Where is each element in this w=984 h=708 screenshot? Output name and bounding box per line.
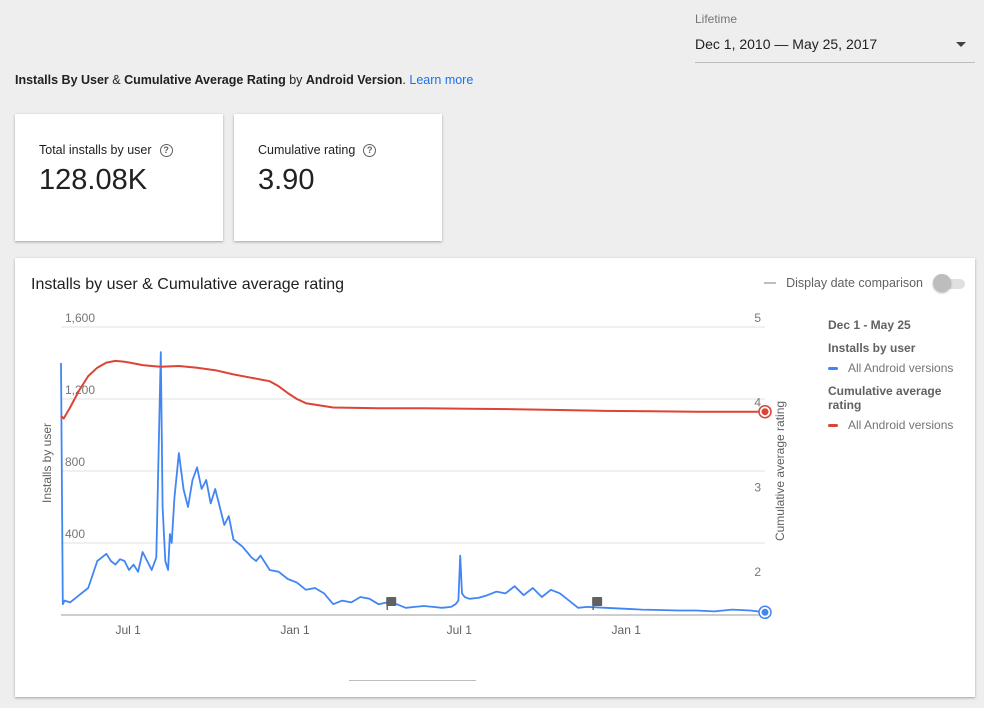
report-title-part2: Cumulative Average Rating	[124, 73, 286, 87]
report-title-sep1: &	[108, 73, 125, 87]
installs-endpoint-dot	[761, 608, 769, 616]
help-icon[interactable]: ?	[159, 143, 173, 157]
report-title-part1: Installs By User	[15, 73, 109, 87]
rating-endpoint-dot	[761, 408, 769, 416]
y-axis-left-label: Installs by user	[40, 423, 54, 503]
report-title-sep2: by	[285, 73, 306, 87]
legend-swatch-blue	[828, 366, 838, 370]
date-comparison-label: Display date comparison	[786, 276, 923, 290]
chart-title: Installs by user & Cumulative average ra…	[31, 276, 345, 293]
date-range-selector[interactable]: Lifetime Dec 1, 2010 — May 25, 2017	[695, 12, 975, 63]
help-icon[interactable]: ?	[363, 143, 377, 157]
y-right-tick-label: 2	[754, 565, 761, 579]
legend-item-installs[interactable]: All Android versions	[828, 361, 968, 375]
legend-item-label: All Android versions	[848, 418, 954, 432]
legend-item-rating[interactable]: All Android versions	[828, 418, 968, 432]
metric-label: Total installs by user ?	[39, 143, 173, 157]
legend-swatch-red	[828, 423, 838, 427]
installs-series-line	[60, 351, 766, 614]
chart-scrollbar[interactable]	[349, 680, 476, 681]
y-left-tick-label: 800	[65, 455, 85, 469]
dropdown-arrow-icon[interactable]	[956, 42, 966, 47]
x-tick-label: Jul 1	[447, 623, 473, 637]
x-tick-label: Jan 1	[612, 623, 642, 637]
x-tick-label: Jul 1	[115, 623, 141, 637]
metric-label-text: Cumulative rating	[258, 143, 356, 157]
metric-card-total-installs: Total installs by user ? 128.08K	[15, 114, 223, 241]
y-left-tick-label: 1,600	[65, 311, 95, 325]
metric-value: 3.90	[258, 164, 315, 196]
legend-group-title-installs: Installs by user	[828, 341, 916, 355]
y-right-tick-label: 4	[754, 396, 761, 410]
legend-group-title-rating: Cumulative average rating	[828, 384, 942, 412]
chart-card: Installs by user & Cumulative average ra…	[15, 258, 975, 697]
date-comparison-control: Display date comparison	[764, 274, 965, 292]
annotation-flag-icon[interactable]	[592, 597, 603, 610]
date-range-label: Lifetime	[695, 12, 738, 26]
date-range-dropdown[interactable]: Dec 1, 2010 — May 25, 2017	[695, 36, 975, 63]
dashed-line-icon	[764, 282, 777, 284]
metric-label-text: Total installs by user	[39, 143, 152, 157]
chart-legend: Dec 1 - May 25 Installs by user All Andr…	[828, 318, 968, 432]
rating-series-line	[60, 359, 765, 420]
y-right-tick-label: 5	[754, 311, 761, 325]
legend-item-label: All Android versions	[848, 361, 954, 375]
date-range-value: Dec 1, 2010 — May 25, 2017	[695, 36, 878, 52]
report-title-sep3: .	[402, 73, 410, 87]
metric-card-cumulative-rating: Cumulative rating ? 3.90	[234, 114, 442, 241]
annotation-flag-icon[interactable]	[386, 597, 397, 610]
metric-value: 128.08K	[39, 164, 148, 196]
legend-date-range: Dec 1 - May 25	[828, 318, 911, 332]
learn-more-link[interactable]: Learn more	[409, 73, 474, 87]
metric-label: Cumulative rating ?	[258, 143, 377, 157]
y-left-tick-label: 400	[65, 527, 85, 541]
y-right-tick-label: 3	[754, 480, 761, 494]
report-title-part3: Android Version	[305, 73, 403, 87]
annotation-flag-body	[386, 597, 397, 606]
toggle-knob[interactable]	[933, 274, 951, 292]
x-tick-label: Jan 1	[280, 623, 310, 637]
report-title: Installs By User & Cumulative Average Ra…	[15, 73, 473, 87]
y-axis-right-label: Cumulative average rating	[773, 401, 787, 541]
annotation-flag-body	[592, 597, 603, 606]
date-comparison-toggle[interactable]	[933, 274, 965, 292]
